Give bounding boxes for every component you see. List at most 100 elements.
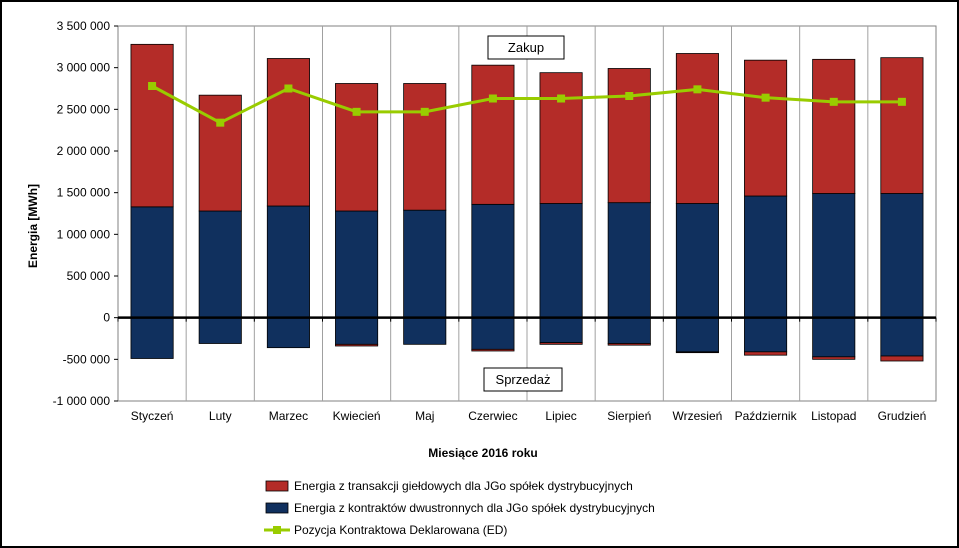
bar-bilateral-purchase [812, 193, 856, 319]
y-tick-label: 0 [103, 311, 110, 325]
legend-swatch [265, 502, 289, 514]
bar-bilateral-sale [198, 317, 242, 344]
declared-position-marker [557, 94, 566, 103]
bar-exchange-purchase [335, 83, 379, 212]
x-tick-label: Październik [735, 409, 798, 423]
legend-swatch [265, 480, 289, 492]
x-tick-label: Luty [209, 409, 232, 423]
bar-exchange-purchase [607, 68, 651, 204]
x-tick-label: Listopad [811, 409, 856, 423]
zero-axis-line [117, 316, 937, 322]
declared-position-marker [284, 84, 293, 93]
bar-exchange-sale [471, 348, 515, 352]
bar-bilateral-sale [335, 317, 379, 345]
x-tick-label: Marzec [269, 409, 308, 423]
bar-exchange-purchase [130, 43, 174, 208]
x-tick-label: Kwiecień [333, 409, 381, 423]
bar-exchange-purchase [198, 94, 242, 212]
legend-label: Energia z transakcji giełdowych dla JGo … [294, 479, 633, 493]
bar-bilateral-purchase [675, 203, 719, 319]
annotation-top-box [487, 35, 565, 60]
x-tick-label: Styczeń [131, 409, 174, 423]
bar-bilateral-sale [607, 317, 651, 344]
declared-position-marker [216, 118, 225, 127]
y-tick-label: 2 000 000 [57, 144, 111, 158]
bar-exchange-purchase [539, 72, 583, 204]
legend-marker [273, 526, 281, 534]
bar-exchange-purchase [675, 53, 719, 204]
declared-position-marker [761, 93, 770, 102]
bar-bilateral-sale [539, 317, 583, 344]
declared-position-marker [829, 97, 838, 106]
x-axis-title: Miesiące 2016 roku [428, 446, 537, 460]
y-tick-label: -1 000 000 [53, 394, 111, 408]
bar-bilateral-purchase [266, 205, 310, 319]
bar-exchange-purchase [471, 64, 515, 205]
x-tick-labels: Styczeń Luty Marzec Kwiecień Maj Czerwiec Lipi… [131, 409, 927, 423]
bar-exchange-sale [607, 343, 651, 346]
y-tick-label: 3 500 000 [57, 19, 111, 33]
line-series [148, 82, 906, 127]
bar-exchange-sale [744, 351, 788, 356]
y-tick-label: 1 000 000 [57, 227, 111, 241]
declared-position-marker [488, 94, 497, 103]
bar-bilateral-purchase [335, 210, 379, 319]
bar-exchange-sale [880, 355, 924, 362]
x-tick-label: Grudzień [878, 409, 927, 423]
bar-exchange-purchase [403, 83, 447, 211]
bar-bilateral-purchase [198, 210, 242, 319]
declared-position-marker [897, 97, 906, 106]
bar-exchange-sale [539, 342, 583, 345]
y-tick-labels: -1 000 000 -500 000 0 500 000 1 000 000 1 500… [53, 19, 118, 408]
legend-label: Pozycja Kontraktowa Deklarowana (ED) [294, 523, 507, 537]
legend-label: Energia z kontraktów dwustronnych dla JG… [294, 501, 655, 515]
y-tick-label: 2 500 000 [57, 102, 111, 116]
annotation-bottom-box [483, 367, 563, 392]
x-tick-label: Sierpień [607, 409, 651, 423]
legend: Energia z transakcji giełdowych dla JGo … [264, 479, 655, 537]
bar-bilateral-sale [403, 317, 447, 345]
bar-bilateral-purchase [130, 206, 174, 319]
bar-exchange-sale [812, 356, 856, 360]
bars [130, 43, 924, 362]
y-axis-title: Energia [MWh] [26, 184, 40, 268]
x-tick-label: Czerwiec [468, 409, 517, 423]
bar-bilateral-purchase [744, 195, 788, 319]
bar-bilateral-purchase [607, 202, 651, 319]
bar-bilateral-sale [471, 317, 515, 350]
annotation-bottom-label: Sprzedaż [496, 372, 551, 387]
declared-position-marker [693, 85, 702, 94]
bar-bilateral-purchase [880, 193, 924, 319]
declared-position-marker [352, 107, 361, 116]
y-tick-label: -500 000 [63, 352, 111, 366]
bar-exchange-sale [675, 351, 719, 354]
y-tick-label: 500 000 [67, 269, 111, 283]
bar-exchange-sale [335, 343, 379, 347]
bar-bilateral-sale [675, 317, 719, 353]
y-tick-label: 1 500 000 [57, 186, 111, 200]
bar-bilateral-purchase [539, 203, 583, 319]
bar-bilateral-sale [880, 317, 924, 357]
bar-bilateral-purchase [403, 209, 447, 319]
declared-position-marker [625, 92, 634, 100]
annotation-bottom: Sprzedaż [483, 367, 563, 392]
bar-bilateral-sale [744, 317, 788, 353]
declared-position-marker [420, 107, 429, 116]
annotation-top-label: Zakup [508, 40, 544, 55]
annotation-top: Zakup [487, 35, 565, 60]
bar-exchange-purchase [266, 58, 310, 207]
x-tick-label: Lipiec [545, 409, 576, 423]
bar-bilateral-sale [812, 317, 856, 358]
x-tick-label: Wrzesień [673, 409, 723, 423]
y-tick-label: 3 000 000 [57, 61, 111, 75]
bar-exchange-purchase [812, 58, 856, 194]
x-tick-label: Maj [415, 409, 434, 423]
bar-bilateral-sale [130, 317, 174, 359]
declared-position-marker [148, 82, 157, 90]
bar-exchange-purchase [744, 59, 788, 197]
declared-position-line [151, 84, 902, 125]
gridlines [185, 26, 869, 401]
bar-exchange-purchase [880, 57, 924, 194]
bar-bilateral-purchase [471, 203, 515, 319]
